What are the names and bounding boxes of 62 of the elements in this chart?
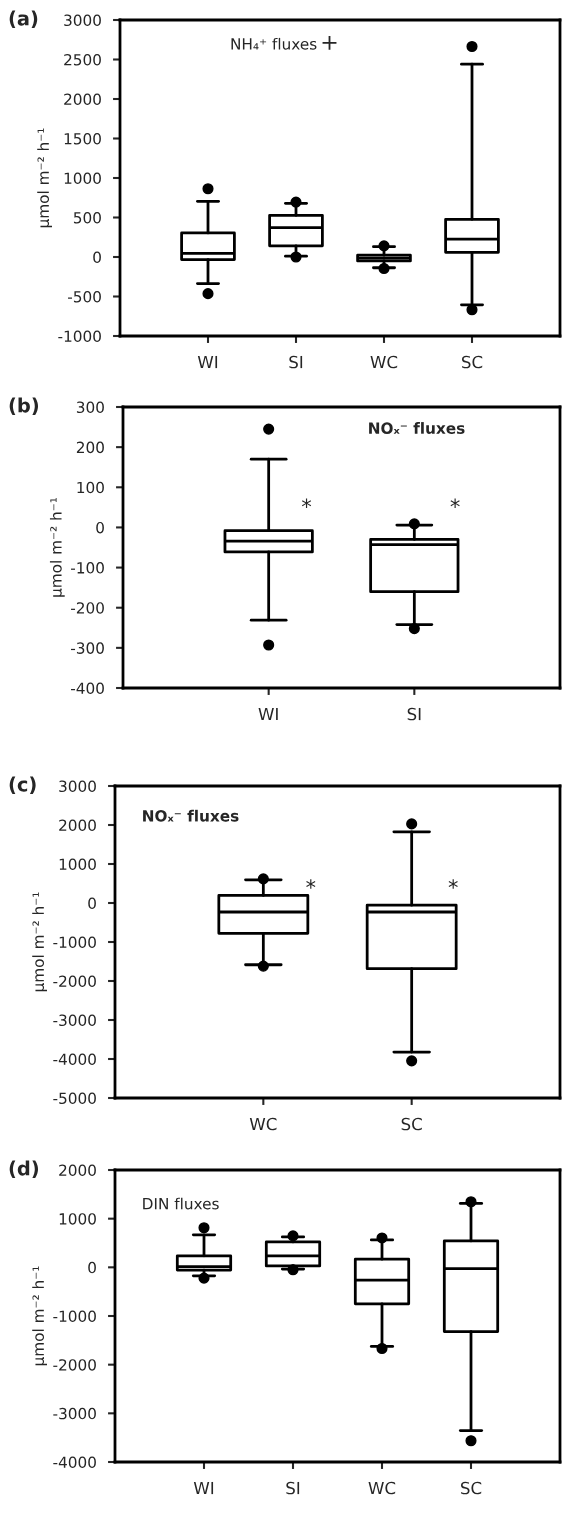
y-tick-label: 1000 (64, 172, 101, 185)
y-tick-label: 200 (76, 441, 104, 454)
y-tick-label: -200 (71, 602, 104, 614)
annotation: NOₓ⁻ fluxes (369, 422, 465, 434)
x-tick-label: SI (407, 707, 421, 721)
annotation: * (301, 498, 312, 508)
y-tick-label: 500 (73, 211, 101, 224)
y-tick-label: -1000 (53, 936, 96, 949)
y-tick-label: 0 (88, 1261, 96, 1274)
y-tick-label: 0 (93, 251, 101, 264)
x-tick-label: WI (193, 1481, 214, 1495)
chart-title: (c) (9, 776, 36, 794)
y-tick-label: -3000 (53, 1407, 96, 1420)
chart-title: (d) (9, 1160, 39, 1178)
x-tick-label: SC (401, 1117, 422, 1131)
x-tick-label: SI (289, 355, 303, 369)
y-axis-title: µmol m⁻² h⁻¹ (32, 1266, 47, 1366)
chart-title: (a) (9, 10, 38, 28)
annotation: + (322, 35, 337, 50)
y-tick-label: -1000 (58, 330, 101, 343)
x-tick-label: WI (258, 707, 278, 721)
y-tick-label: 1000 (59, 858, 96, 871)
y-tick-label: 1000 (59, 1213, 96, 1225)
y-tick-label: -4000 (53, 1053, 96, 1066)
annotation: NH₄⁺ fluxes (231, 37, 317, 50)
y-tick-label: 2000 (59, 819, 96, 832)
y-tick-label: -2000 (53, 975, 96, 988)
y-axis-title: µmol m⁻² h⁻¹ (49, 497, 65, 597)
x-tick-label: SI (286, 1481, 300, 1495)
y-tick-label: 300 (76, 401, 104, 414)
y-axis-title: µmol m⁻² h⁻¹ (37, 128, 52, 228)
y-tick-label: -400 (71, 682, 104, 695)
chart-title: (b) (9, 397, 39, 415)
x-tick-label: WC (368, 1481, 396, 1495)
annotation: * (450, 498, 460, 508)
x-tick-label: WI (197, 355, 218, 369)
y-tick-label: 2000 (64, 93, 101, 106)
y-tick-label: 3000 (59, 780, 96, 793)
y-tick-label: -300 (71, 642, 104, 654)
y-tick-label: 1500 (64, 132, 101, 145)
y-tick-label: 2500 (64, 53, 101, 66)
annotation: * (448, 879, 458, 889)
x-tick-label: SC (460, 1481, 482, 1495)
annotation: DIN fluxes (143, 1197, 219, 1210)
y-tick-label: -500 (68, 290, 101, 303)
annotation: NOₓ⁻ fluxes (143, 809, 239, 822)
y-tick-label: -1000 (53, 1310, 96, 1323)
y-tick-label: 0 (88, 897, 96, 910)
y-axis-title: µmol m⁻² h⁻¹ (32, 892, 47, 992)
y-tick-label: 0 (96, 521, 104, 534)
y-tick-label: -5000 (53, 1092, 96, 1105)
x-tick-label: WC (370, 355, 398, 369)
annotation: * (306, 879, 316, 889)
y-tick-label: -2000 (53, 1359, 96, 1371)
y-tick-label: 100 (77, 481, 104, 494)
y-tick-label: 3000 (64, 14, 101, 27)
x-tick-label: SC (461, 355, 483, 369)
x-tick-label: WC (249, 1117, 277, 1131)
y-tick-label: -3000 (53, 1014, 96, 1027)
y-tick-label: 2000 (59, 1164, 96, 1177)
y-tick-label: -100 (71, 562, 104, 574)
y-tick-label: -4000 (53, 1456, 96, 1469)
